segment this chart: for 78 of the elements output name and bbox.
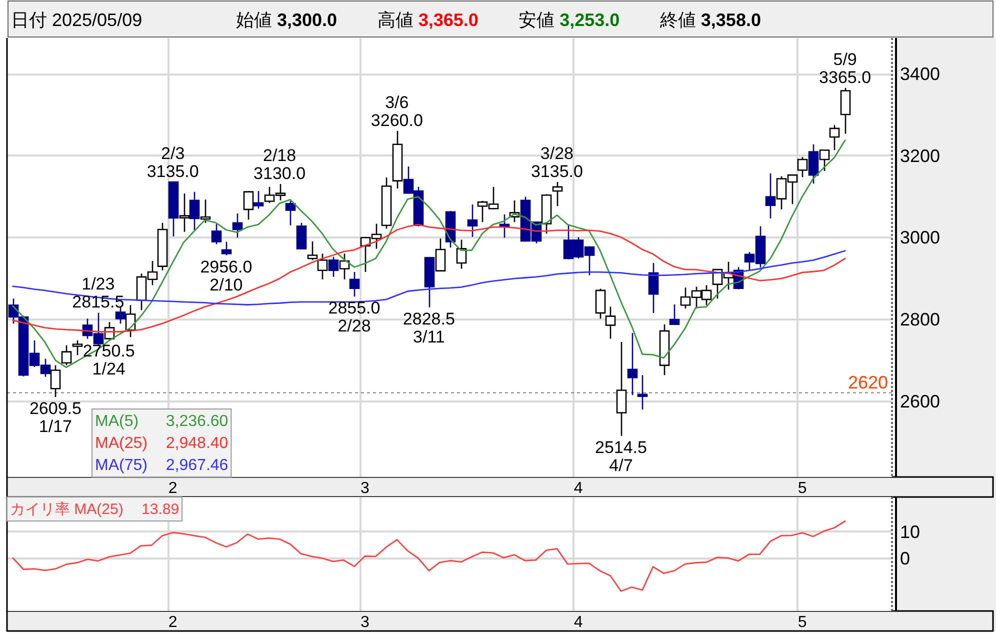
candlestick bbox=[296, 222, 307, 250]
y-tick-label: 2600 bbox=[900, 391, 940, 412]
candlestick bbox=[328, 256, 339, 278]
x-tick-label: 5 bbox=[798, 480, 807, 497]
annotation: 2/18 3130.0 bbox=[254, 146, 306, 184]
candlestick bbox=[808, 144, 819, 184]
y-tick-label: 0 bbox=[900, 548, 910, 568]
candlestick bbox=[627, 332, 638, 396]
annotation: 3/6 3260.0 bbox=[370, 92, 423, 130]
candlestick bbox=[648, 262, 659, 314]
candlestick bbox=[605, 306, 616, 340]
annotation: 2956.0 2/10 bbox=[200, 257, 252, 294]
candlestick bbox=[61, 344, 72, 366]
x-tick-label: 2 bbox=[168, 480, 178, 497]
text: 始値 3,300.0 bbox=[236, 10, 338, 30]
candlestick bbox=[829, 124, 840, 151]
candlestick bbox=[840, 87, 851, 134]
annotation: 5/9 3365.0 bbox=[819, 50, 872, 87]
candlestick bbox=[157, 222, 168, 272]
annotation: 2/3 3135.0 bbox=[146, 144, 199, 182]
annotation: 2609.5 1/17 bbox=[29, 399, 82, 436]
candlestick bbox=[339, 252, 350, 280]
x-tick-label: 3 bbox=[360, 614, 370, 631]
text: 終値 3,358.0 bbox=[658, 10, 761, 30]
y-tick-label: 2800 bbox=[900, 310, 940, 330]
candlestick bbox=[200, 198, 211, 224]
y-tick-label: 3400 bbox=[900, 64, 940, 84]
annotation: 1/23 2815.5 bbox=[72, 274, 124, 312]
candlestick bbox=[541, 194, 552, 234]
candlestick bbox=[317, 252, 328, 280]
x-tick-label: 4 bbox=[574, 614, 583, 631]
candlestick bbox=[616, 341, 627, 437]
candlestick bbox=[765, 172, 776, 220]
candlestick bbox=[221, 241, 232, 256]
ref-line-label: 2620 bbox=[848, 372, 888, 393]
candlestick bbox=[307, 240, 318, 261]
y-tick-label: 10 bbox=[900, 522, 920, 542]
candlestick bbox=[211, 224, 222, 245]
candlestick bbox=[669, 304, 680, 326]
candlestick bbox=[179, 192, 190, 233]
y-tick-label: 3200 bbox=[900, 146, 940, 166]
candlestick bbox=[392, 130, 403, 190]
annotation: 3/28 3135.0 bbox=[530, 144, 583, 182]
x-tick-label: 4 bbox=[574, 480, 583, 497]
annotation: 2855.0 2/28 bbox=[328, 298, 380, 336]
annotation: 2514.5 4/7 bbox=[594, 438, 647, 475]
text: 高値 3,365.0 bbox=[377, 10, 478, 30]
x-tick-label: 5 bbox=[798, 614, 807, 631]
candlestick bbox=[232, 212, 243, 238]
series-names: MA(5) 3,236.60 MA(25) 2,948.40 MA(75) 2,967.46 bbox=[92, 408, 232, 478]
x-tick-label: 3 bbox=[360, 480, 370, 497]
annotation: 2828.5 3/11 bbox=[402, 309, 455, 346]
candlestick bbox=[253, 190, 264, 210]
candlestick bbox=[659, 324, 670, 376]
candlestick bbox=[467, 204, 478, 238]
candlestick bbox=[168, 181, 179, 238]
candlestick bbox=[243, 190, 254, 220]
y-tick-label: 3000 bbox=[900, 228, 940, 248]
candlestick bbox=[189, 191, 200, 231]
series-names: カイリ率 MA(25) 13.89 bbox=[6, 496, 183, 522]
candlestick bbox=[552, 181, 563, 207]
candlestick bbox=[115, 306, 126, 324]
candlestick bbox=[349, 271, 360, 298]
candlestick bbox=[637, 374, 648, 410]
candlestick bbox=[797, 156, 808, 178]
candlestick bbox=[381, 176, 392, 230]
candlestick bbox=[819, 149, 830, 172]
candlestick bbox=[456, 239, 467, 270]
candlestick bbox=[50, 364, 61, 398]
candlestick bbox=[72, 340, 83, 356]
candlestick bbox=[285, 200, 296, 226]
candlestick bbox=[435, 238, 446, 272]
chart-title: 日付 2025/05/09 bbox=[11, 10, 142, 30]
x-tick-label: 2 bbox=[168, 614, 178, 631]
candlestick bbox=[595, 288, 606, 320]
candlestick bbox=[499, 214, 510, 238]
text: 安値 3,253.0 bbox=[518, 10, 620, 30]
candlestick bbox=[424, 256, 435, 308]
